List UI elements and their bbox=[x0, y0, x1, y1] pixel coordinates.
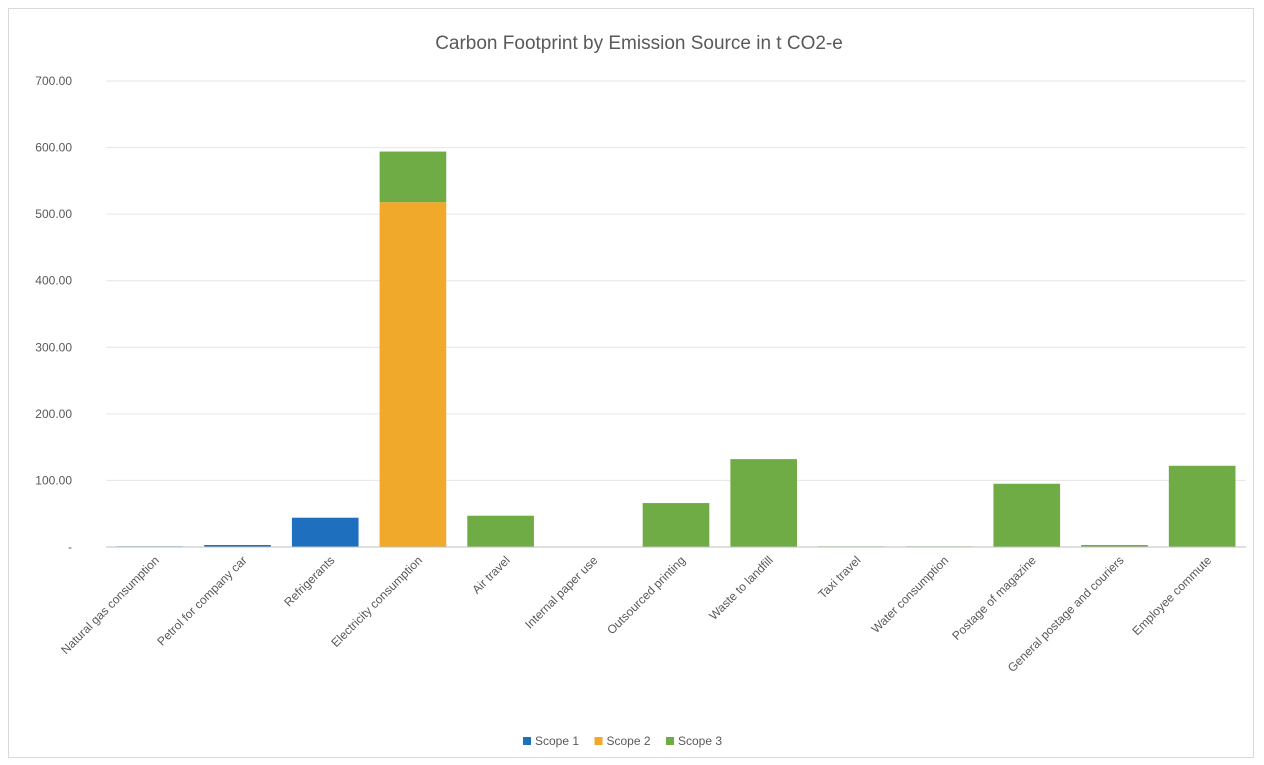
legend: Scope 1 Scope 2 Scope 3 bbox=[523, 734, 722, 748]
y-tick-label: 200.00 bbox=[35, 407, 72, 421]
bar-scope-2 bbox=[379, 202, 447, 547]
x-tick-label: Employee commute bbox=[1129, 553, 1214, 638]
legend-label: Scope 2 bbox=[607, 734, 651, 748]
chart-svg: Carbon Footprint by Emission Source in t… bbox=[35, 33, 1246, 748]
legend-swatch bbox=[594, 737, 603, 745]
gridlines bbox=[106, 80, 1246, 481]
x-tick-label: Waste to landfill bbox=[706, 553, 775, 622]
x-tick-label: Natural gas consumption bbox=[58, 553, 162, 657]
chart-title: Carbon Footprint by Emission Source in t… bbox=[435, 33, 843, 54]
x-tick-label: Outsourced printing bbox=[604, 553, 688, 637]
bar-scope-3 bbox=[1081, 545, 1148, 547]
y-tick-label: - bbox=[68, 540, 72, 554]
legend-label: Scope 1 bbox=[535, 734, 579, 748]
chart-area: Carbon Footprint by Emission Source in t… bbox=[8, 8, 1254, 758]
x-tick-label: Water consumption bbox=[869, 553, 952, 636]
bar-scope-3 bbox=[730, 459, 798, 547]
y-tick-label: 500.00 bbox=[35, 207, 72, 221]
bar-scope-3 bbox=[642, 503, 710, 547]
legend-label: Scope 3 bbox=[678, 734, 722, 748]
x-tick-label: Taxi travel bbox=[815, 553, 863, 601]
x-tick-label: Petrol for company car bbox=[154, 553, 249, 648]
legend-swatch bbox=[523, 737, 531, 745]
x-tick-label: Internal paper use bbox=[522, 553, 601, 632]
y-tick-label: 600.00 bbox=[35, 141, 72, 155]
y-axis-ticks: - 100.00 200.00 300.00 400.00 500.00 600.00 700… bbox=[35, 74, 72, 554]
bar-scope-1 bbox=[291, 517, 359, 547]
x-tick-label: Air travel bbox=[469, 553, 512, 596]
bar-scope-3 bbox=[467, 515, 534, 547]
y-tick-label: 700.00 bbox=[35, 74, 72, 88]
x-tick-label: Electricity consumption bbox=[328, 553, 425, 650]
bar-scope-1 bbox=[204, 545, 271, 547]
bar-scope-3 bbox=[993, 483, 1061, 547]
y-tick-label: 400.00 bbox=[35, 274, 72, 288]
bar-scope-3 bbox=[379, 151, 447, 203]
y-tick-label: 300.00 bbox=[35, 340, 72, 354]
x-tick-label: Refrigerants bbox=[281, 553, 337, 609]
legend-swatch bbox=[666, 737, 674, 745]
y-tick-label: 100.00 bbox=[35, 473, 72, 487]
bar-scope-3 bbox=[1168, 465, 1236, 547]
x-tick-label: Postage of magazine bbox=[949, 553, 1039, 643]
bars bbox=[116, 151, 1236, 548]
